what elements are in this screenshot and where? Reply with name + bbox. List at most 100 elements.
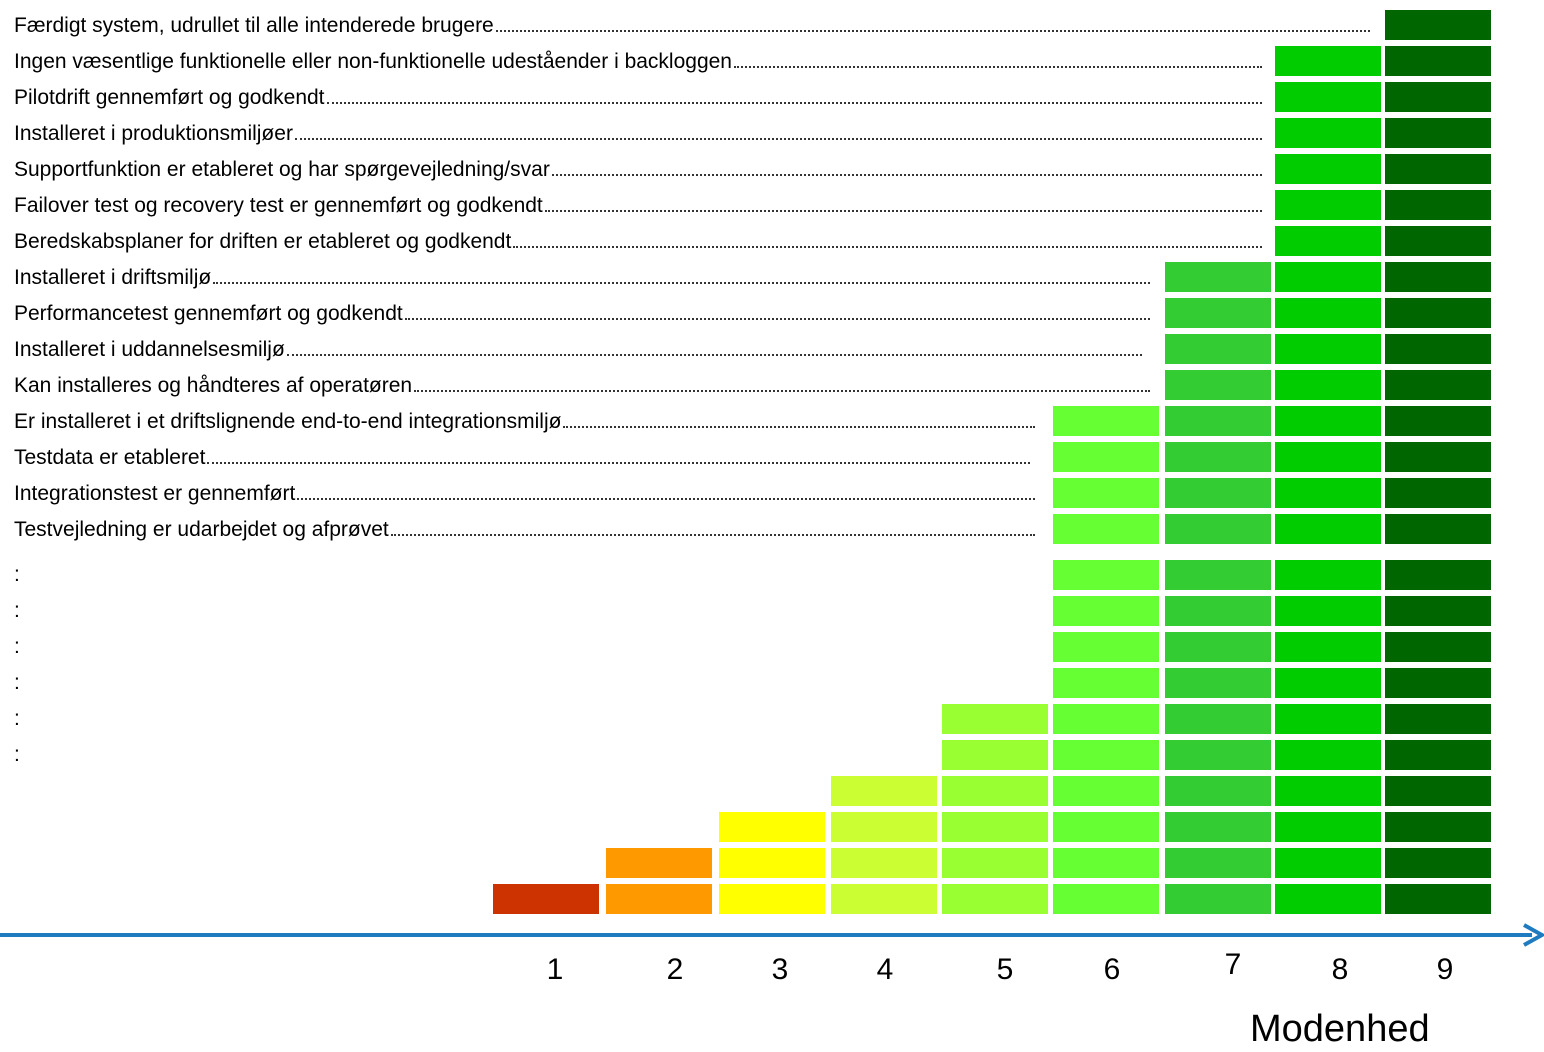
block xyxy=(1385,560,1491,590)
block xyxy=(1275,596,1381,626)
item-label: : xyxy=(14,632,20,662)
level-label: 1 xyxy=(546,953,564,986)
block xyxy=(1385,478,1491,508)
block xyxy=(1275,848,1381,878)
level-label: 3 xyxy=(771,953,789,986)
block xyxy=(1275,154,1381,184)
block xyxy=(1053,596,1159,626)
leader xyxy=(544,190,1262,212)
level-label: 4 xyxy=(876,953,894,986)
leader xyxy=(207,442,1030,464)
block xyxy=(1385,298,1491,328)
item-text: Failover test og recovery test er gennem… xyxy=(14,194,543,217)
block xyxy=(1385,190,1491,220)
leader xyxy=(563,406,1035,428)
item-text: : xyxy=(14,563,20,586)
block xyxy=(1165,632,1271,662)
item-text: : xyxy=(14,743,20,766)
block xyxy=(1165,776,1271,806)
item-label: Testdata er etableret xyxy=(14,442,1030,472)
block xyxy=(719,812,825,842)
block xyxy=(1275,514,1381,544)
block xyxy=(1385,514,1491,544)
block xyxy=(1165,370,1271,400)
leader xyxy=(326,82,1262,104)
block xyxy=(1053,776,1159,806)
block xyxy=(1385,848,1491,878)
leader xyxy=(390,514,1035,536)
block xyxy=(1165,596,1271,626)
leader xyxy=(495,10,1370,32)
item-text: Installeret i produktionsmiljøer xyxy=(14,122,293,145)
level-label: 9 xyxy=(1436,953,1454,986)
block xyxy=(1275,884,1381,914)
block xyxy=(1385,118,1491,148)
leader xyxy=(297,478,1035,500)
item-text: Er installeret i et driftslignende end-t… xyxy=(14,410,562,433)
block xyxy=(1275,298,1381,328)
block xyxy=(1385,82,1491,112)
block xyxy=(1385,154,1491,184)
item-text: Testvejledning er udarbejdet og afprøvet xyxy=(14,518,389,541)
level-label: 2 xyxy=(666,953,684,986)
item-label: Pilotdrift gennemført og godkendt xyxy=(14,82,1262,112)
block xyxy=(1165,298,1271,328)
axis-arrow xyxy=(1523,923,1544,947)
block xyxy=(1165,334,1271,364)
item-label: : xyxy=(14,668,20,698)
block xyxy=(1165,740,1271,770)
leader xyxy=(286,334,1142,356)
block xyxy=(1275,632,1381,662)
item-label: Kan installeres og håndteres af operatør… xyxy=(14,370,1150,400)
block xyxy=(1053,442,1159,472)
item-label: Installeret i uddannelsesmiljø xyxy=(14,334,1142,364)
item-label: Supportfunktion er etableret og har spør… xyxy=(14,154,1262,184)
block xyxy=(1385,442,1491,472)
block xyxy=(1385,262,1491,292)
item-label: Færdigt system, udrullet til alle intend… xyxy=(14,10,1370,40)
item-text: : xyxy=(14,635,20,658)
block xyxy=(1275,668,1381,698)
item-label: Failover test og recovery test er gennem… xyxy=(14,190,1262,220)
item-label: Integrationstest er gennemført xyxy=(14,478,1035,508)
block xyxy=(1275,82,1381,112)
item-label: : xyxy=(14,560,20,590)
block xyxy=(1165,704,1271,734)
block xyxy=(1053,632,1159,662)
block xyxy=(831,776,937,806)
block xyxy=(1165,668,1271,698)
leader xyxy=(551,154,1262,176)
block xyxy=(942,848,1048,878)
block xyxy=(1385,704,1491,734)
block xyxy=(1385,334,1491,364)
block xyxy=(1385,776,1491,806)
block xyxy=(1275,560,1381,590)
block xyxy=(1385,632,1491,662)
item-text: : xyxy=(14,707,20,730)
block xyxy=(942,776,1048,806)
block xyxy=(831,884,937,914)
item-label: Performancetest gennemført og godkendt xyxy=(14,298,1150,328)
level-label: 8 xyxy=(1331,953,1349,986)
item-text: Supportfunktion er etableret og har spør… xyxy=(14,158,550,181)
block xyxy=(1275,118,1381,148)
block xyxy=(1275,776,1381,806)
item-label: : xyxy=(14,596,20,626)
block xyxy=(1385,406,1491,436)
block xyxy=(1385,596,1491,626)
block xyxy=(1385,884,1491,914)
block xyxy=(1165,848,1271,878)
item-text: : xyxy=(14,671,20,694)
item-text: Testdata er etableret xyxy=(14,446,206,469)
item-text: Performancetest gennemført og godkendt xyxy=(14,302,403,325)
block xyxy=(1275,226,1381,256)
block xyxy=(942,704,1048,734)
block xyxy=(1275,812,1381,842)
item-label: Er installeret i et driftslignende end-t… xyxy=(14,406,1035,436)
block xyxy=(1053,668,1159,698)
block xyxy=(1165,262,1271,292)
block xyxy=(1053,812,1159,842)
block xyxy=(1385,740,1491,770)
leader xyxy=(213,262,1150,284)
